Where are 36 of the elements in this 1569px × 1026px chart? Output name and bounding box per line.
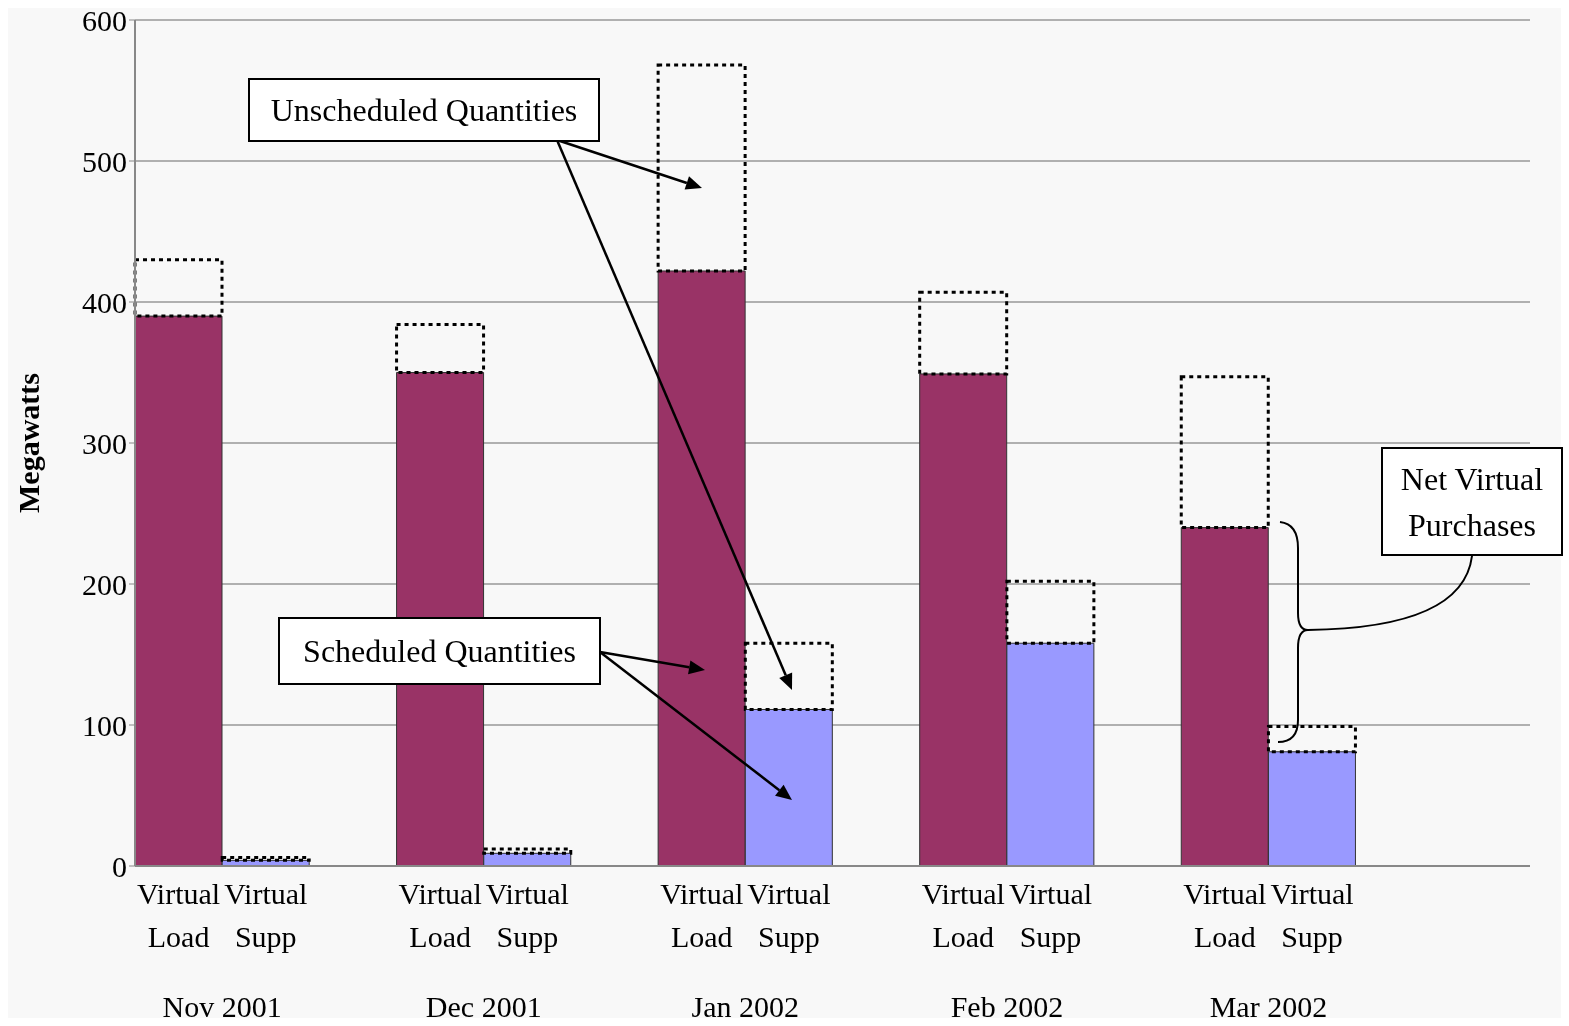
y-tick-label: 200 — [82, 567, 127, 601]
bar — [1266, 724, 1357, 754]
text: Nov 2001 — [161, 990, 283, 1024]
bar — [133, 258, 224, 318]
y-tick-label: 500 — [82, 144, 127, 178]
y-tick-label: 600 — [82, 3, 127, 37]
bar — [1179, 375, 1270, 530]
text: Feb 2002 — [949, 990, 1065, 1024]
annotation: Unscheduled Quantities — [248, 78, 600, 142]
y-axis-title: Megawatts — [11, 373, 45, 513]
x-tick-label: Virtual Load — [137, 877, 221, 953]
x-tick-label: Virtual Load — [1183, 877, 1267, 953]
x-tick-label: Virtual Supp — [485, 877, 569, 953]
y-tick-label: 400 — [82, 285, 127, 319]
x-tick-label: Virtual Load — [660, 877, 744, 953]
bar — [743, 641, 834, 711]
y-tick-label: 300 — [82, 426, 127, 460]
text: Dec 2001 — [424, 990, 543, 1024]
x-tick-label: Virtual Supp — [1270, 877, 1354, 953]
bar — [220, 856, 311, 862]
x-tick-label: Virtual Load — [921, 877, 1005, 953]
x-tick-label: Virtual Supp — [224, 877, 308, 953]
y-tick-label: 100 — [82, 708, 127, 742]
text: Mar 2002 — [1208, 990, 1329, 1024]
y-tick-label: 0 — [112, 849, 127, 883]
annotation: Scheduled Quantities — [278, 617, 601, 685]
bar — [395, 323, 486, 374]
x-tick-label: Virtual Load — [398, 877, 482, 953]
bar — [918, 290, 1009, 376]
annotation: Net Virtual Purchases — [1381, 447, 1563, 556]
bar — [482, 847, 573, 855]
bar — [656, 63, 747, 273]
x-tick-label: Virtual Supp — [1008, 877, 1093, 953]
bar — [1005, 579, 1096, 645]
text: Jan 2002 — [690, 990, 801, 1024]
x-tick-label: Virtual Supp — [747, 877, 831, 953]
